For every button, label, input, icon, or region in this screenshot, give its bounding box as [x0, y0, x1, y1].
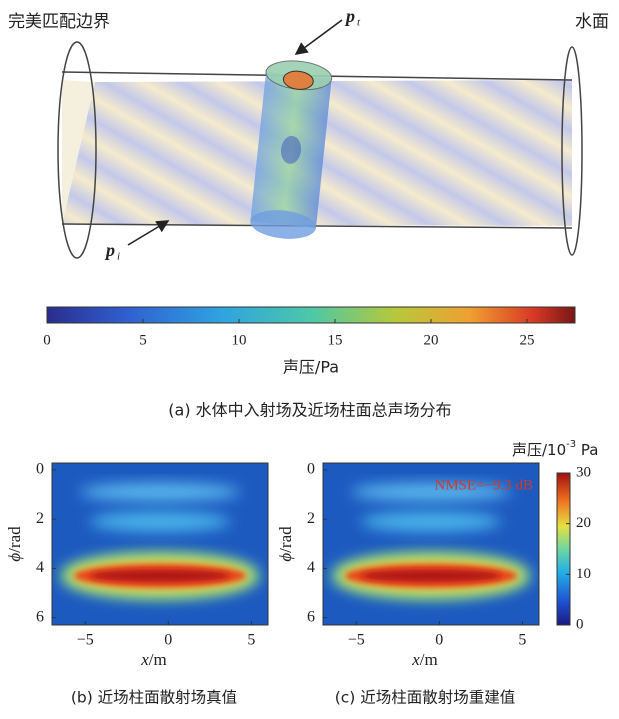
cyl-bottom — [250, 210, 317, 239]
x-tick-label: −5 — [348, 632, 365, 649]
cyl-inner — [282, 70, 314, 90]
caption-a: (a) 水体中入射场及近场柱面总声场分布 — [168, 401, 451, 420]
tick-label: 0 — [43, 332, 51, 348]
x-tick-label: 5 — [518, 632, 526, 649]
label-left: 完美匹配边界 — [8, 12, 110, 32]
heat-blob — [80, 483, 240, 502]
heat-blob — [90, 569, 230, 582]
x-label-unit: /m — [149, 650, 167, 669]
tick-label: 30 — [576, 464, 591, 480]
heat — [323, 463, 539, 625]
y-tick-label: 2 — [307, 510, 315, 527]
heat-blob — [361, 511, 501, 532]
x-tick-label: 0 — [435, 632, 443, 649]
heatmap-c: −5 0 5 0 2 4 6 x/m ϕ/rad (c) 近场柱面散射场重建值 NMSE=−9.3 … — [276, 461, 540, 707]
tick-label: 15 — [328, 332, 343, 348]
colorbar-c — [556, 472, 571, 626]
caption: (b) 近场柱面散射场真值 — [71, 689, 237, 707]
pt-symbol: p — [344, 6, 355, 26]
x-label: x/m — [411, 650, 438, 669]
cyl-edge — [61, 223, 573, 229]
heat-blob — [351, 483, 511, 502]
heat-blob — [361, 569, 501, 582]
x-tick-label: −5 — [77, 632, 94, 649]
x-tick-label: 0 — [164, 632, 172, 649]
pi-symbol: p — [104, 240, 115, 260]
arrow — [294, 19, 343, 55]
pt-sub: t — [357, 17, 361, 29]
pml-boundary — [57, 41, 97, 259]
y-label-unit: /rad — [276, 526, 295, 553]
y-tick-label: 0 — [36, 461, 44, 478]
cylinder-scene — [57, 19, 583, 259]
caption: (c) 近场柱面散射场重建值 — [335, 689, 516, 707]
x-label-var: x — [411, 650, 420, 669]
heatmap-b: −5 0 5 0 2 4 6 x/m ϕ/rad (b) 近场柱面散射场真值 — [5, 461, 269, 707]
cyl-spot — [280, 135, 302, 164]
colorbar-c-label: 声压/10-3 Pa — [512, 439, 598, 459]
y-tick-label: 2 — [36, 510, 44, 527]
colorbar-a — [46, 306, 576, 324]
pi-sub: i — [117, 251, 120, 263]
annotation: NMSE=−9.3 dB — [434, 477, 533, 493]
colorbar-a-label: 声压/Pa — [283, 358, 339, 377]
tick-label: 20 — [576, 515, 591, 531]
tick-label: 10 — [576, 566, 591, 582]
y-label: ϕ/rad — [276, 526, 295, 562]
x-tick-label: 5 — [247, 632, 255, 649]
y-tick-label: 6 — [307, 608, 315, 625]
tick-label: 10 — [232, 332, 247, 348]
x-label: x/m — [140, 650, 167, 669]
frame — [322, 462, 540, 626]
tick-label: 0 — [576, 616, 584, 632]
cb-label-exp: -3 — [566, 439, 576, 450]
y-tick-label: 4 — [36, 559, 44, 576]
heat — [52, 463, 268, 625]
tick-label: 20 — [424, 332, 439, 348]
y-label-var: ϕ — [276, 553, 295, 562]
arrow — [127, 220, 170, 246]
field-cap — [62, 80, 95, 224]
cb-label-unit: Pa — [576, 441, 598, 459]
y-tick-label: 4 — [307, 559, 315, 576]
y-label: ϕ/rad — [5, 526, 24, 562]
label-right: 水面 — [575, 12, 609, 32]
tick-label: 5 — [139, 332, 147, 348]
y-label-unit: /rad — [5, 526, 24, 553]
cb-label-main: 声压/10 — [512, 441, 566, 459]
y-tick-label: 0 — [307, 461, 315, 478]
frame — [51, 462, 269, 626]
x-label-unit: /m — [420, 650, 438, 669]
y-tick-label: 6 — [36, 608, 44, 625]
target-cylinder — [250, 60, 333, 239]
water-surface — [561, 46, 583, 256]
y-label-var: ϕ — [5, 553, 24, 562]
tick-label: 25 — [520, 332, 535, 348]
x-label-var: x — [140, 650, 149, 669]
heat-blob — [90, 511, 230, 532]
